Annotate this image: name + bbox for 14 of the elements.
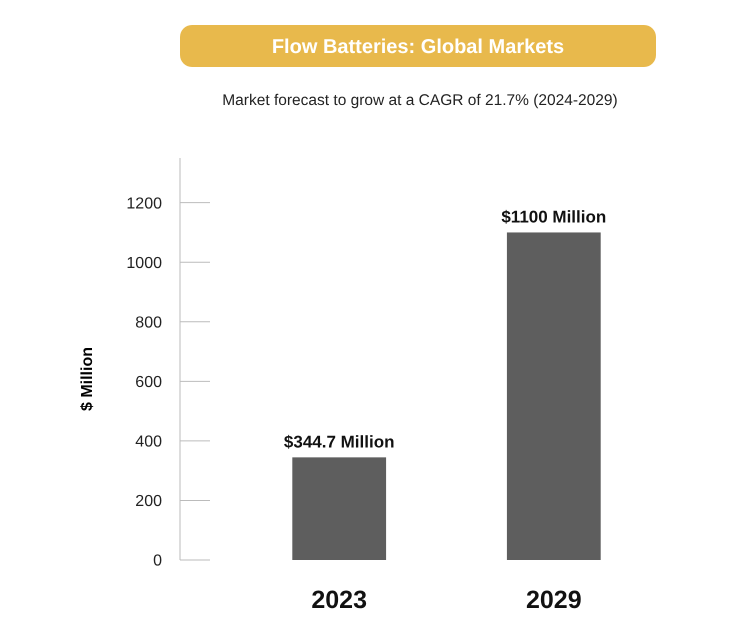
data-label: $344.7 Million	[284, 432, 394, 452]
chart-subtitle: Market forecast to grow at a CAGR of 21.7% (2024-2029)	[222, 92, 618, 109]
y-tick-label: 1000	[126, 254, 162, 272]
y-axis-title: $ Million	[79, 347, 96, 411]
y-tick-label: 400	[135, 433, 162, 450]
y-tick-label: 200	[135, 493, 162, 510]
y-tick-label: 0	[153, 552, 162, 570]
y-tick-label: 600	[135, 374, 162, 391]
x-tick-label: 2029	[526, 586, 582, 614]
y-tick-label: 800	[135, 314, 162, 332]
y-tick-label: 1200	[126, 195, 162, 212]
x-tick-label: 2023	[311, 586, 368, 614]
data-label: $1100 Million	[501, 207, 606, 226]
chart-title: Flow Batteries: Global Markets	[272, 36, 564, 58]
